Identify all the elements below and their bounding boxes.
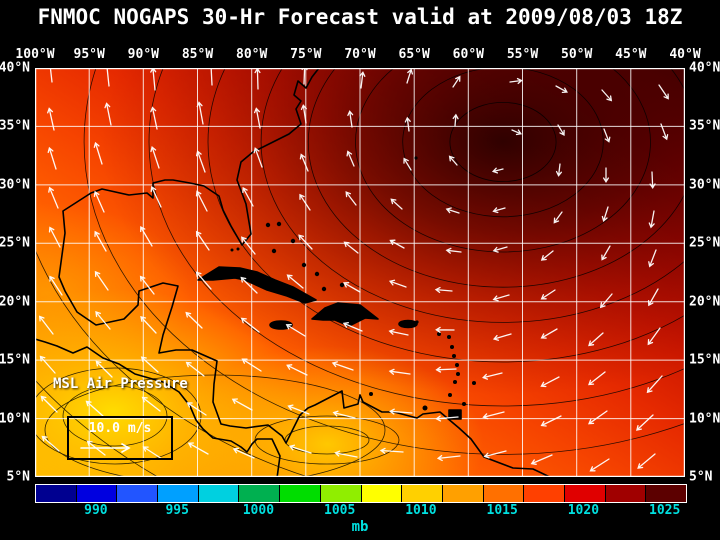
colorbar-tick-990: 990 xyxy=(84,503,108,518)
lat-label-left-40°N: 40°N xyxy=(0,60,30,76)
isobar-contours xyxy=(35,68,685,477)
latitude-axis-left: 40°N 35°N 30°N 25°N 20°N 15°N 10°N 5°N xyxy=(0,0,31,540)
lon-label-65°W: 65°W xyxy=(398,47,430,62)
map-area: MSL Air Pressure 10.0 m/s xyxy=(35,68,685,477)
lat-label-right-30°N: 30°N xyxy=(689,177,720,193)
colorbar-tick-1000: 1000 xyxy=(242,503,275,518)
lon-label-95°W: 95°W xyxy=(73,47,105,62)
lat-label-left-5°N: 5°N xyxy=(6,469,30,485)
colorbar-segment xyxy=(36,485,77,502)
colorbar-segment xyxy=(483,485,525,502)
colorbar-segment xyxy=(117,485,159,502)
lon-label-100°W: 100°W xyxy=(15,47,55,62)
colorbar-tick-1010: 1010 xyxy=(405,503,437,518)
colorbar-segment xyxy=(158,485,199,502)
coastline-north-america-atlantic xyxy=(58,68,552,477)
lat-label-left-35°N: 35°N xyxy=(0,118,30,134)
lat-label-left-20°N: 20°N xyxy=(0,294,30,310)
colorbar-tick-995: 995 xyxy=(165,503,189,518)
colorbar-segment xyxy=(646,485,686,502)
island-jamaica xyxy=(269,320,293,330)
pressure-colorbar xyxy=(35,484,687,503)
map-border xyxy=(35,68,685,477)
colorbar-tick-1020: 1020 xyxy=(567,503,600,518)
colorbar-segment xyxy=(280,485,321,502)
lat-label-right-10°N: 10°N xyxy=(689,411,720,427)
colorbar-unit-label: mb xyxy=(351,519,369,535)
colorbar-segment xyxy=(76,485,118,502)
latlon-grid xyxy=(35,68,685,477)
island-puerto-rico xyxy=(398,319,418,329)
latitude-axis-right: 40°N 35°N 30°N 25°N 20°N 15°N 10°N 5°N xyxy=(688,0,720,540)
islands-bahamas xyxy=(265,221,345,292)
islands-lesser-antilles xyxy=(230,156,476,411)
wind-vectors xyxy=(38,68,669,472)
colorbar-segment xyxy=(361,485,403,502)
lon-label-75°W: 75°W xyxy=(290,47,322,62)
page-title: FNMOC NOGAPS 30-Hr Forecast valid at 200… xyxy=(37,5,683,29)
pressure-map-canvas xyxy=(35,68,685,477)
colorbar-segment xyxy=(442,485,484,502)
lat-label-left-10°N: 10°N xyxy=(0,411,30,427)
lon-label-40°W: 40°W xyxy=(669,47,701,62)
colorbar-segment xyxy=(524,485,565,502)
colorbar-segment xyxy=(198,485,240,502)
colorbar-tick-1025: 1025 xyxy=(649,503,681,518)
colorbar-segment xyxy=(239,485,281,502)
lon-label-80°W: 80°W xyxy=(236,47,268,62)
lon-label-50°W: 50°W xyxy=(561,47,593,62)
wind-vector-legend: 10.0 m/s xyxy=(67,416,173,460)
lat-label-right-25°N: 25°N xyxy=(689,235,720,251)
colorbar-tick-1005: 1005 xyxy=(324,503,356,518)
lon-label-60°W: 60°W xyxy=(452,47,484,62)
island-cuba xyxy=(197,266,317,304)
colorbar-segment xyxy=(402,485,443,502)
coastline-pacific xyxy=(35,338,281,477)
lat-label-left-15°N: 15°N xyxy=(0,352,30,368)
lat-label-right-20°N: 20°N xyxy=(689,294,720,310)
colorbar-segment xyxy=(564,485,606,502)
coastlines xyxy=(35,68,552,477)
wind-legend-arrow-icon xyxy=(80,443,131,453)
colorbar-tick-1015: 1015 xyxy=(486,503,518,518)
lat-label-right-15°N: 15°N xyxy=(689,352,720,368)
colorbar-segment xyxy=(605,485,647,502)
lon-label-70°W: 70°W xyxy=(344,47,376,62)
lat-label-right-5°N: 5°N xyxy=(689,469,713,485)
wind-legend-label: 10.0 m/s xyxy=(88,421,152,436)
lon-label-55°W: 55°W xyxy=(506,47,539,62)
lat-label-left-30°N: 30°N xyxy=(0,177,30,193)
lat-label-right-40°N: 40°N xyxy=(689,60,720,76)
lon-label-85°W: 85°W xyxy=(181,47,214,62)
lon-label-90°W: 90°W xyxy=(127,47,159,62)
lon-label-45°W: 45°W xyxy=(615,47,647,62)
lat-label-left-25°N: 25°N xyxy=(0,235,30,251)
island-hispaniola xyxy=(311,302,379,327)
colorbar-segment xyxy=(320,485,362,502)
lat-label-right-35°N: 35°N xyxy=(689,118,720,134)
field-label: MSL Air Pressure xyxy=(53,376,188,392)
